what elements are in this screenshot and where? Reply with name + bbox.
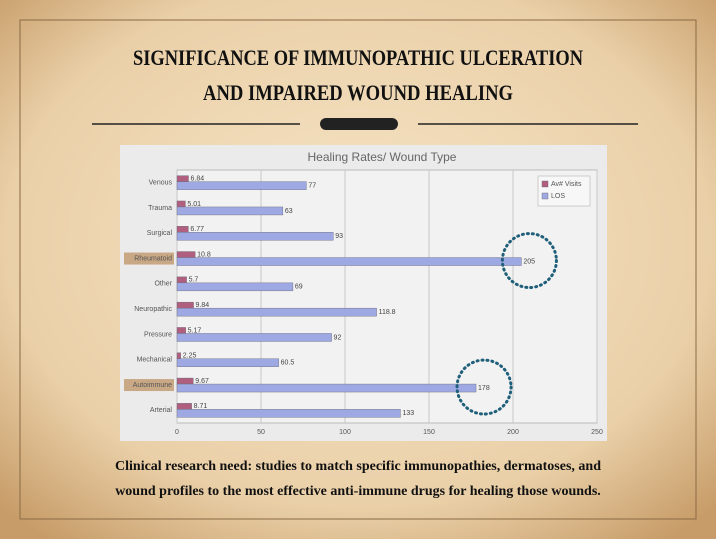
bar bbox=[176, 358, 279, 367]
bar bbox=[176, 226, 189, 233]
value-label: 9.84 bbox=[196, 302, 210, 309]
value-label: 6.77 bbox=[190, 226, 204, 233]
bar bbox=[176, 307, 377, 317]
value-label: 63 bbox=[285, 208, 293, 215]
bar bbox=[176, 276, 187, 284]
value-label: 178 bbox=[478, 385, 490, 392]
y-tick-label: Rheumatoid bbox=[134, 255, 172, 262]
bar bbox=[176, 251, 196, 258]
bar bbox=[176, 333, 332, 342]
x-tick-label: 100 bbox=[339, 429, 351, 436]
value-label: 5.17 bbox=[188, 327, 202, 334]
bar bbox=[176, 282, 294, 292]
bar bbox=[176, 383, 477, 393]
bar bbox=[176, 409, 401, 418]
value-label: 133 bbox=[402, 410, 414, 417]
value-label: 205 bbox=[523, 258, 535, 265]
y-tick-label: Arterial bbox=[150, 407, 173, 414]
legend-label: LOS bbox=[551, 193, 565, 200]
value-label: 5.7 bbox=[189, 277, 199, 284]
bar bbox=[176, 175, 189, 182]
category-highlight bbox=[124, 252, 174, 265]
value-label: 8.71 bbox=[194, 403, 208, 410]
bar bbox=[176, 403, 192, 410]
bar bbox=[176, 352, 181, 359]
x-tick-label: 50 bbox=[257, 429, 265, 436]
bar bbox=[176, 301, 194, 309]
y-tick-label: Other bbox=[154, 281, 172, 288]
x-tick-label: 200 bbox=[507, 429, 519, 436]
value-label: 10.8 bbox=[197, 251, 211, 258]
value-label: 2.25 bbox=[183, 353, 197, 360]
bar bbox=[176, 257, 522, 266]
chart-title: Healing Rates/ Wound Type bbox=[308, 150, 457, 164]
bar bbox=[176, 206, 284, 216]
bar bbox=[176, 377, 194, 385]
value-label: 93 bbox=[335, 233, 343, 240]
caption: Clinical research need: studies to match… bbox=[115, 459, 601, 474]
value-label: 92 bbox=[334, 334, 342, 341]
y-tick-label: Autoimmune bbox=[133, 382, 172, 389]
value-label: 118.8 bbox=[379, 309, 396, 316]
value-label: 9.67 bbox=[195, 378, 209, 385]
value-label: 69 bbox=[295, 284, 303, 291]
y-tick-label: Venous bbox=[149, 179, 173, 186]
frame bbox=[19, 19, 697, 520]
value-label: 5.01 bbox=[187, 201, 201, 208]
callout-circle bbox=[455, 358, 513, 416]
legend-swatch bbox=[541, 180, 549, 188]
x-tick-label: 250 bbox=[591, 429, 603, 436]
x-tick-label: 150 bbox=[423, 429, 435, 436]
y-tick-label: Pressure bbox=[144, 331, 172, 338]
slide-title: AND IMPAIRED WOUND HEALING bbox=[203, 80, 513, 105]
legend-swatch bbox=[541, 192, 549, 200]
value-label: 60.5 bbox=[281, 360, 295, 367]
x-tick-label: 0 bbox=[175, 429, 179, 436]
bar bbox=[176, 327, 186, 334]
slide-title: SIGNIFICANCE OF IMMUNOPATHIC ULCERATION bbox=[133, 45, 583, 70]
bar bbox=[176, 181, 307, 190]
y-tick-label: Mechanical bbox=[137, 357, 173, 364]
y-tick-label: Surgical bbox=[147, 230, 173, 237]
bar bbox=[176, 200, 186, 208]
callout-circle bbox=[500, 232, 558, 290]
legend-label: Av# Visits bbox=[551, 181, 582, 188]
divider bbox=[92, 118, 638, 130]
category-highlight bbox=[124, 379, 174, 392]
bar bbox=[176, 232, 334, 241]
y-tick-label: Trauma bbox=[148, 205, 172, 212]
y-tick-label: Neuropathic bbox=[134, 306, 172, 313]
caption: wound profiles to the most effective ant… bbox=[115, 484, 601, 499]
value-label: 77 bbox=[308, 182, 316, 189]
value-label: 6.84 bbox=[190, 175, 204, 182]
